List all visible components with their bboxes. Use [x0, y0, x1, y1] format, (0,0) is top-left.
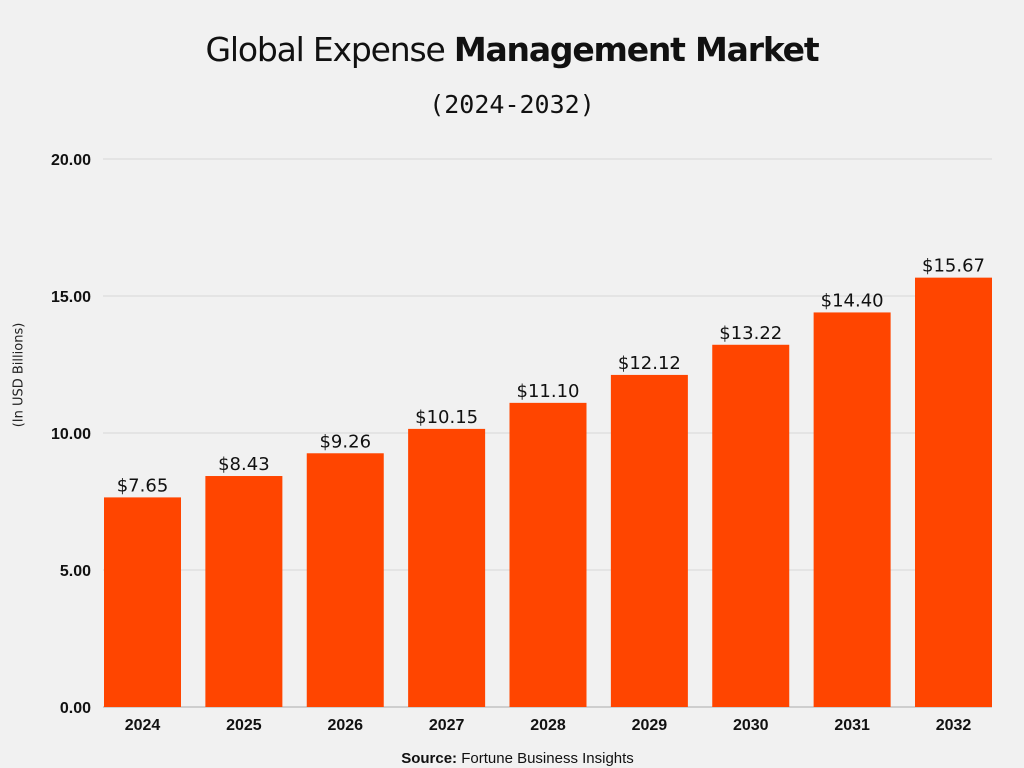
y-tick-label: 0.00 — [60, 700, 91, 717]
bar-2025 — [205, 476, 283, 707]
x-tick-label: 2027 — [429, 717, 465, 734]
source-text: Fortune Business Insights — [457, 750, 634, 767]
y-tick-label: 20.00 — [51, 152, 91, 169]
bar-2028 — [509, 402, 587, 707]
data-label: $13.22 — [719, 323, 782, 344]
x-tick-label: 2031 — [834, 717, 870, 734]
x-tick-label: 2024 — [125, 717, 161, 734]
title-regular: Global Expense — [205, 30, 454, 69]
bar-2024 — [104, 497, 181, 707]
y-tick-label: 5.00 — [60, 563, 91, 580]
bar-2029 — [610, 374, 688, 707]
data-label: $11.10 — [517, 381, 580, 402]
y-tick-label: 15.00 — [51, 289, 91, 306]
title-bold: Management Market — [453, 30, 820, 69]
x-tick-label: 2025 — [226, 717, 262, 734]
x-tick-label: 2032 — [936, 717, 972, 734]
bar-2032 — [915, 277, 992, 707]
data-label: $7.65 — [117, 475, 169, 496]
source-label: Source: — [401, 750, 458, 767]
data-label: $15.67 — [922, 256, 985, 277]
data-label: $14.40 — [821, 290, 884, 311]
x-tick-label: 2026 — [327, 717, 363, 734]
data-label: $8.43 — [218, 454, 270, 475]
x-tick-label: 2028 — [530, 717, 566, 734]
data-label: $10.15 — [415, 407, 478, 428]
source-note: Source: Fortune Business Insights — [0, 750, 1024, 767]
chart-title: Global Expense Management Market — [0, 30, 1024, 69]
x-tick-label: 2029 — [632, 717, 668, 734]
bar-2030 — [712, 344, 790, 707]
chart-subtitle: (2024-2032) — [429, 90, 595, 119]
bar-2026 — [306, 453, 384, 707]
data-label: $12.12 — [618, 353, 681, 374]
bar-2031 — [813, 312, 891, 707]
bar-2027 — [408, 428, 486, 707]
data-label: $9.26 — [319, 431, 371, 452]
y-tick-label: 10.00 — [51, 426, 91, 443]
x-tick-label: 2030 — [733, 717, 769, 734]
